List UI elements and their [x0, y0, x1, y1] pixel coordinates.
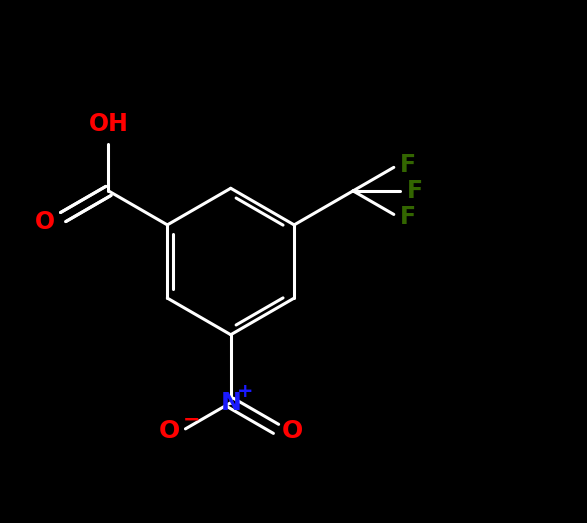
Text: +: +: [237, 382, 254, 401]
Text: F: F: [400, 205, 416, 229]
Text: O: O: [159, 419, 180, 444]
Text: −: −: [183, 410, 201, 429]
Text: N: N: [220, 391, 241, 415]
Text: OH: OH: [89, 112, 129, 136]
Text: F: F: [406, 179, 423, 203]
Text: O: O: [35, 210, 55, 234]
Text: F: F: [400, 153, 416, 177]
Text: O: O: [281, 419, 302, 444]
